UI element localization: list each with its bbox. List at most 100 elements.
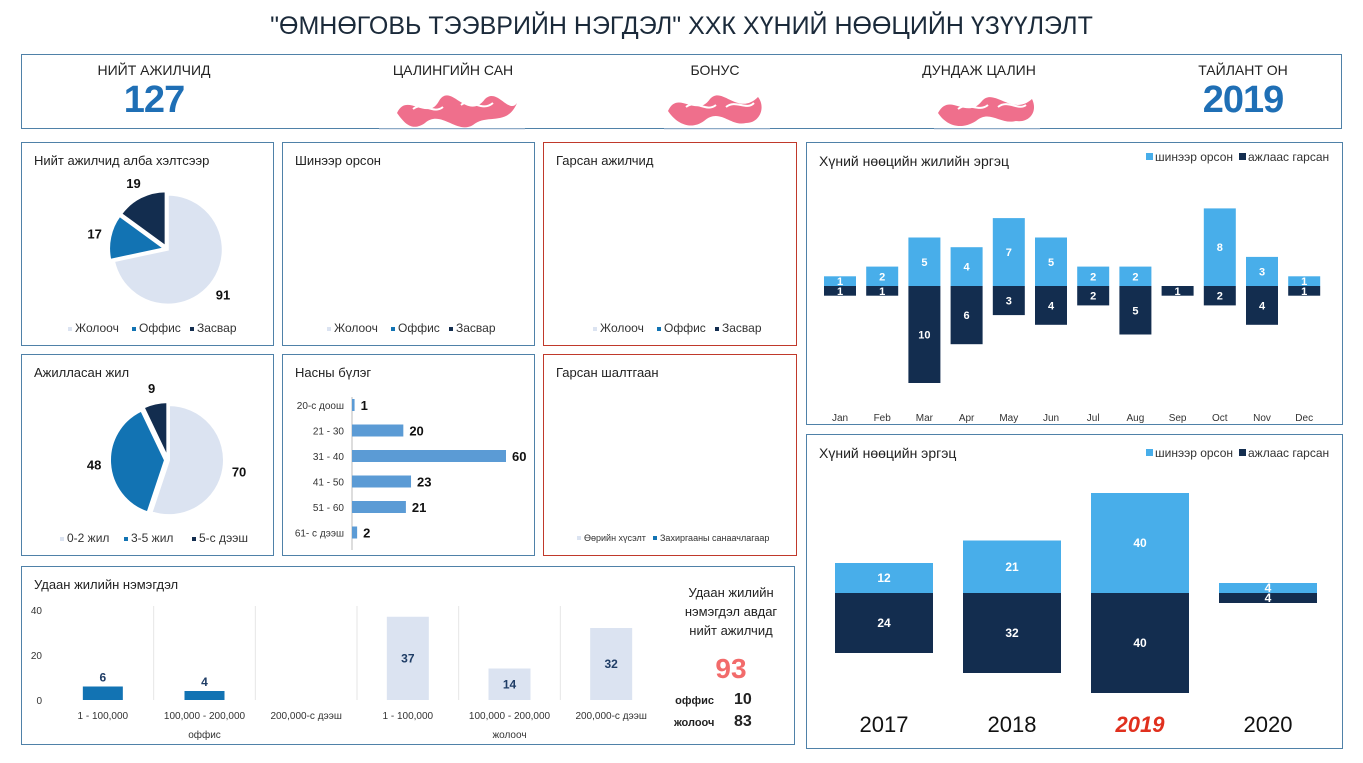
bar-data-label: 20 — [409, 424, 423, 439]
legend-item: Жолооч — [334, 321, 378, 335]
bar-chart: шинээр орсон ажлаас гарсан 12 24 2017 21 32 201… — [835, 446, 1329, 737]
panel-title: Нийт ажилчид алба хэлтсээр — [34, 153, 210, 168]
legend-item: шинээр орсон — [1155, 150, 1233, 164]
pie-slice — [109, 409, 167, 514]
legend-item: 5-с дээш — [199, 531, 248, 545]
legend-swatch — [715, 327, 719, 331]
bar-data-label: 1 — [1301, 276, 1307, 288]
bar-incoming — [1288, 276, 1321, 286]
bar-data-label: 24 — [877, 616, 891, 630]
bar-data-label: 40 — [1133, 636, 1147, 650]
bar-outgoing — [1161, 286, 1194, 296]
legend-swatch — [60, 537, 64, 541]
panel-title: Хүний нөөцийн эргэц — [819, 445, 957, 461]
bar-data-label: 1 — [837, 286, 843, 298]
bar-incoming — [1219, 583, 1317, 593]
tick-label: May — [999, 413, 1018, 424]
legend-item: 0-2 жил — [67, 531, 109, 545]
kpi-value-report-year: 2019 — [1202, 79, 1285, 121]
bar-data-label: 2 — [1132, 271, 1138, 283]
bar-data-label: 21 — [1005, 560, 1019, 574]
tick-label: 100,000 - 200,000 — [164, 711, 246, 722]
bar-incoming — [950, 247, 983, 286]
panel-tenure: Ажилласан жил 70 48 9 0-2 жил 3-5 жил 5-с дээ… — [21, 354, 274, 556]
legend-item: ажлаас гарсан — [1248, 446, 1329, 460]
bar-data-label: 14 — [503, 677, 517, 691]
panel-yearly-turnover: Хүний нөөцийн эргэц шинээр орсон ажлаас г… — [806, 434, 1343, 749]
bar-data-label: 60 — [512, 449, 526, 464]
bar-incoming — [908, 237, 941, 286]
bar-data-label: 4 — [1259, 300, 1266, 312]
bar-outgoing — [824, 286, 856, 296]
bar — [184, 691, 225, 700]
pie-chart: 3073ЖолоочОффисЗасвар — [327, 321, 496, 335]
y-tick-label: 40 — [31, 606, 43, 617]
pie-data-label: 19 — [126, 176, 140, 191]
bonus-summary-total: 93 — [715, 653, 747, 684]
tick-label: Sep — [1169, 413, 1187, 424]
legend-item: Оффис — [398, 321, 440, 335]
kpi-label-employees: НИЙТ АЖИЛЧИД — [97, 62, 211, 78]
legend-item: Оффис — [664, 321, 706, 335]
bar-data-label: 6 — [964, 310, 970, 322]
legend-item: Жолооч — [600, 321, 644, 335]
pie-slice — [119, 190, 167, 249]
legend-swatch — [391, 327, 395, 331]
tick-label: 100,000 - 200,000 — [469, 711, 551, 722]
bonus-summary-row-value: 83 — [734, 713, 752, 730]
bar-data-label: 37 — [401, 651, 415, 665]
bar-outgoing — [835, 593, 933, 653]
bar-data-label: 4 — [1265, 591, 1272, 605]
legend-swatch — [593, 327, 597, 331]
legend-item: Оффис — [139, 321, 181, 335]
pie-slice — [108, 214, 167, 262]
year-label: 2017 — [860, 712, 909, 737]
pie-data-label: 17 — [87, 227, 101, 242]
bar-incoming — [992, 218, 1025, 286]
bar-data-label: 1 — [879, 286, 885, 298]
panel-title: Удаан жилийн нэмэгдэл — [34, 577, 179, 592]
bar-data-label: 4 — [1048, 300, 1055, 312]
bar-data-label: 23 — [417, 475, 431, 490]
tick-label: Mar — [916, 413, 934, 424]
panel-title: Гарсан ажилчид — [556, 153, 654, 168]
bar-data-label: 1 — [361, 398, 368, 413]
pie-data-label: 48 — [87, 458, 101, 473]
bar-data-label: 6 — [99, 671, 106, 685]
bar-outgoing — [992, 286, 1025, 316]
bar-data-label: 5 — [1048, 257, 1054, 269]
bar-incoming — [1035, 237, 1067, 286]
bar-chart: шинээр орсон ажлаас гарсан11Jan21Feb510Ma… — [824, 150, 1329, 424]
bar — [352, 450, 506, 462]
bar-outgoing — [1035, 286, 1067, 325]
bar-incoming — [1203, 208, 1236, 286]
pie-chart: 91 17 19 Жолооч Оффис Засвар — [68, 176, 237, 335]
bar-incoming — [866, 266, 899, 286]
tick-label: 41 - 50 — [313, 478, 345, 489]
tick-label: Dec — [1295, 413, 1313, 424]
tick-label: 200,000-с дээш — [575, 711, 646, 722]
bar-outgoing — [950, 286, 983, 345]
panel-seniority-bonus: Удаан жилийн нэмэгдэл 0 20 40 6 1 - 100,000 4… — [21, 566, 795, 745]
bar-chart: 0 20 40 6 1 - 100,000 4 100,000 - 200,000 200,0… — [31, 606, 647, 741]
bar-outgoing — [1288, 286, 1321, 296]
bar-data-label: 40 — [1133, 536, 1147, 550]
tick-label: 21 - 30 — [313, 427, 345, 438]
pie-slice — [142, 401, 169, 458]
legend-swatch — [1146, 449, 1153, 456]
legend-item: Засвар — [197, 321, 237, 335]
legend-swatch — [190, 327, 194, 331]
bar-data-label: 2 — [1090, 291, 1096, 303]
pie-chart: 3262ЖолоочОффисЗасвар — [593, 321, 762, 335]
legend-swatch — [1146, 153, 1153, 160]
legend-item: Өөрийн хүсэлт — [584, 533, 646, 543]
bar-data-label: 1 — [837, 276, 843, 288]
legend-item: Захиргааны санаачлагаар — [660, 533, 769, 543]
legend-swatch — [1239, 449, 1246, 456]
bar-data-label: 1 — [1301, 286, 1307, 298]
bonus-summary-row-label: жолооч — [674, 717, 715, 729]
page-title: "ӨМНӨГОВЬ ТЭЭВРИЙН НЭГДЭЛ" ХХК ХҮНИЙ НӨӨ… — [270, 12, 1093, 40]
bar-data-label: 21 — [412, 500, 426, 515]
bar-incoming — [824, 276, 856, 286]
bar-data-label: 5 — [921, 257, 927, 269]
